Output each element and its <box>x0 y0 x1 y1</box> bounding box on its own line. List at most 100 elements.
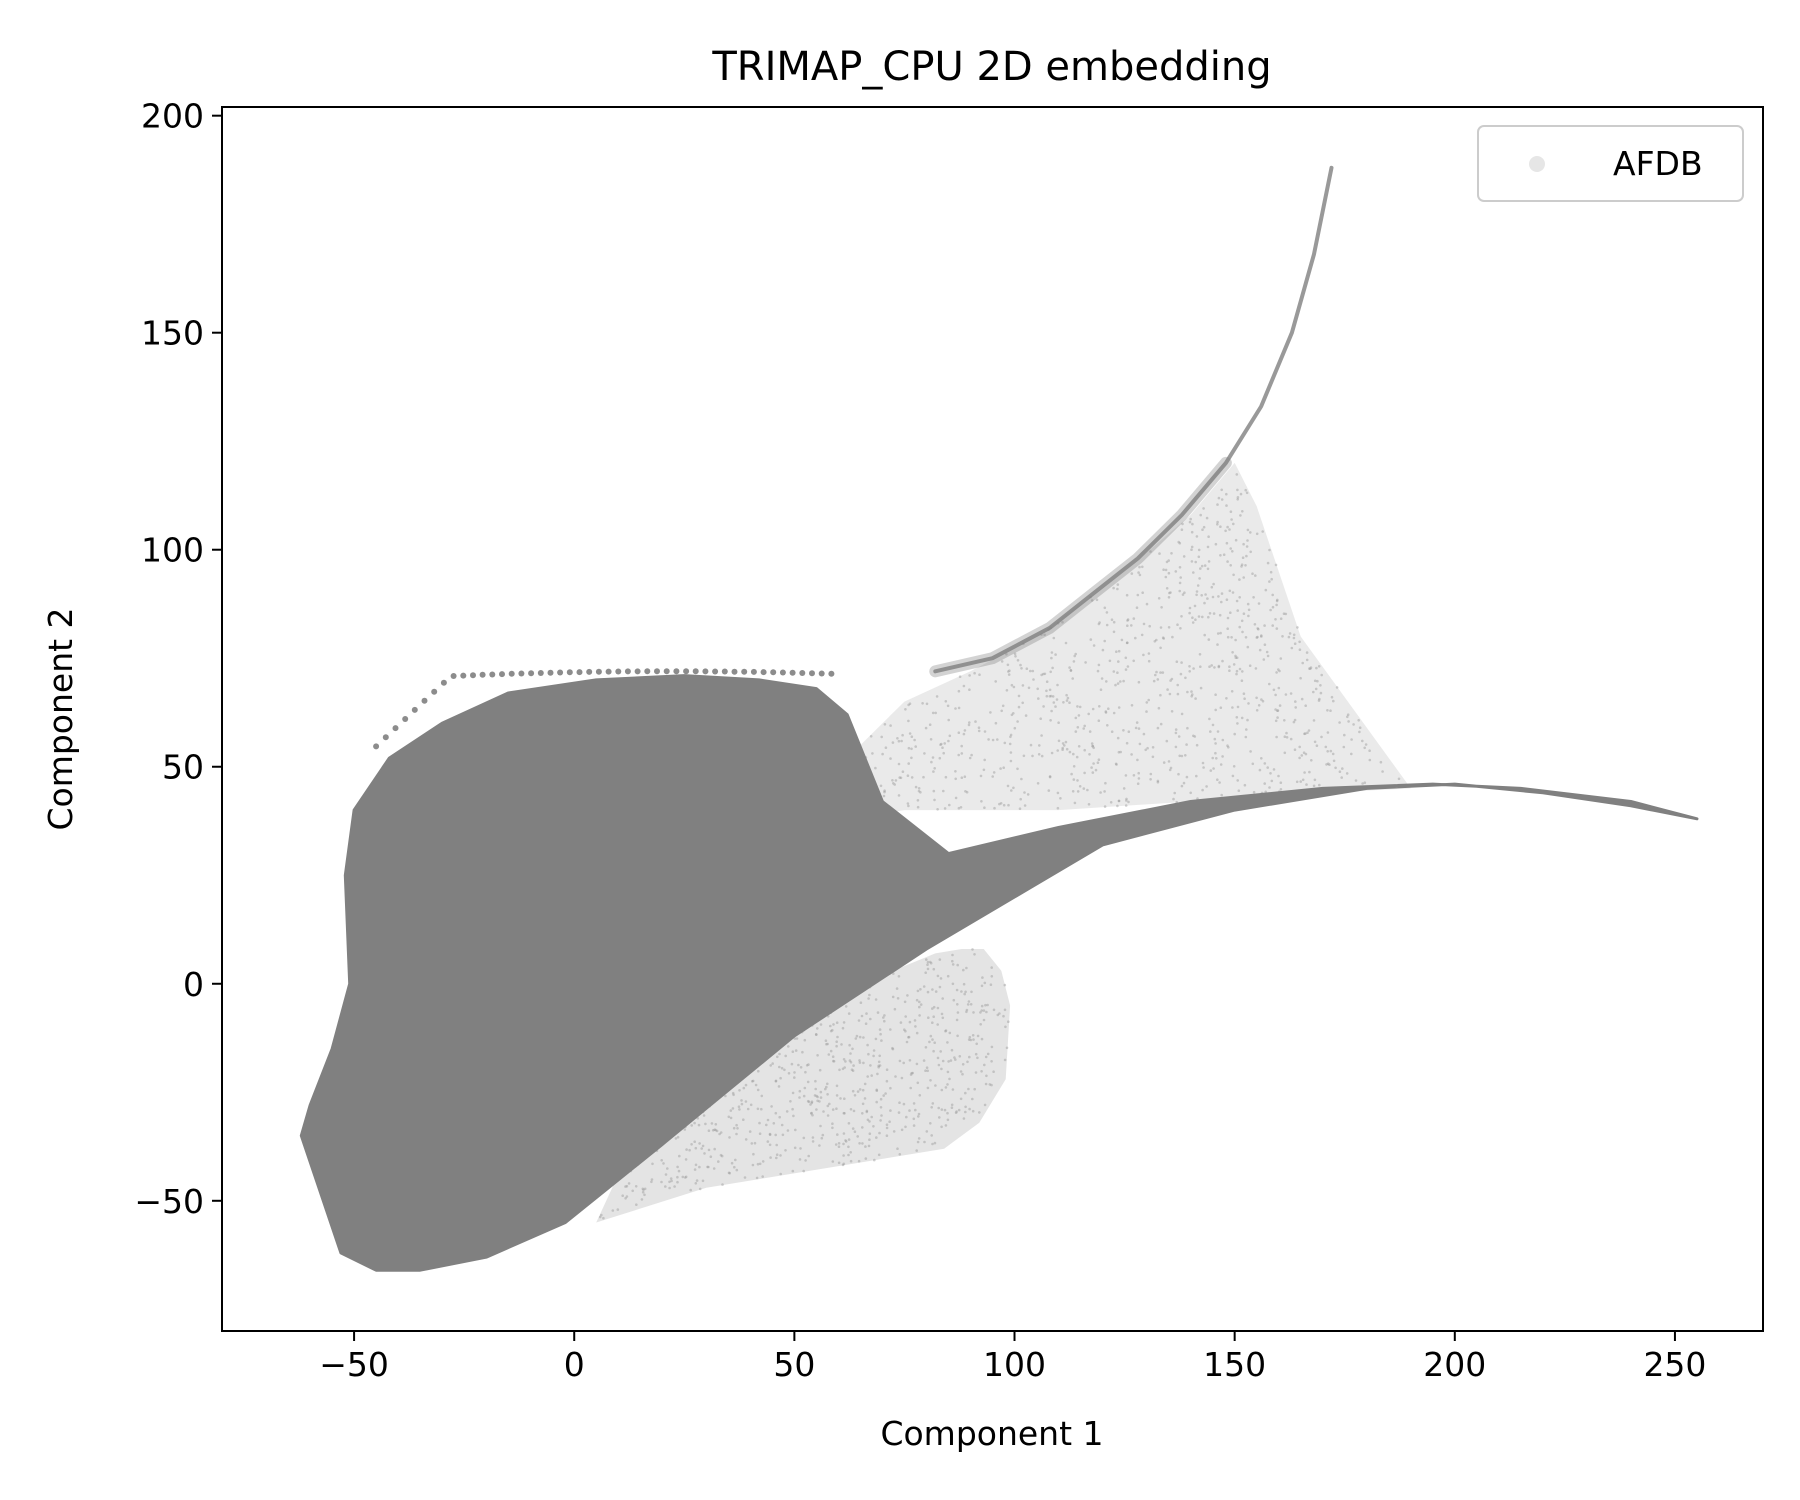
scatter-point <box>1251 762 1255 766</box>
scatter-point <box>1346 713 1350 716</box>
scatter-point <box>816 1095 819 1099</box>
scatter-point <box>957 1108 961 1112</box>
scatter-point <box>913 1019 917 1022</box>
scatter-point <box>967 1000 971 1003</box>
scatter-point <box>1051 695 1055 698</box>
scatter-point <box>1071 677 1074 680</box>
scatter-point <box>868 1138 871 1141</box>
scatter-point <box>810 1111 813 1115</box>
scatter-point <box>998 802 1001 806</box>
scatter-point <box>1304 752 1308 756</box>
scatter-point <box>940 1125 943 1129</box>
scatter-point <box>698 1165 701 1169</box>
scatter-point <box>774 1133 777 1137</box>
scatter-point <box>714 1123 718 1126</box>
scatter-point <box>1240 679 1244 682</box>
scatter-point <box>1014 655 1017 658</box>
scatter-point <box>875 1100 878 1104</box>
scatter-point <box>915 1062 919 1066</box>
scatter-point <box>1147 659 1151 663</box>
scatter-point <box>915 1149 918 1152</box>
scatter-point <box>968 721 971 724</box>
scatter-point <box>801 1050 804 1054</box>
scatter-point <box>891 995 895 999</box>
scatter-point <box>982 768 986 772</box>
scatter-point <box>1064 740 1068 744</box>
scatter-point <box>861 1126 864 1129</box>
scatter-point <box>1235 716 1239 719</box>
scatter-point <box>1316 679 1319 683</box>
scatter-point <box>1230 690 1234 693</box>
scatter-point <box>842 1132 846 1135</box>
scatter-point <box>769 1064 772 1067</box>
scatter-point <box>908 1109 911 1112</box>
scatter-point <box>877 1060 881 1064</box>
scatter-point <box>537 670 544 676</box>
scatter-point <box>907 1035 911 1039</box>
scatter-point <box>919 791 922 794</box>
scatter-point <box>1207 560 1211 563</box>
scatter-point <box>1017 705 1021 709</box>
scatter-point <box>858 1059 861 1062</box>
scatter-point <box>1092 644 1096 647</box>
scatter-point <box>1155 638 1158 642</box>
legend-marker <box>1529 156 1545 172</box>
scatter-point <box>1031 669 1035 673</box>
scatter-point <box>666 1167 669 1170</box>
scatter-point <box>775 1153 779 1156</box>
scatter-point <box>1126 665 1130 668</box>
scatter-point <box>946 974 950 978</box>
scatter-point <box>1076 779 1079 782</box>
scatter-point <box>879 1106 883 1109</box>
scatter-point <box>1065 693 1068 697</box>
scatter-point <box>1200 594 1203 597</box>
scatter-point <box>695 1179 699 1182</box>
scatter-point <box>897 739 901 743</box>
scatter-point <box>750 1142 754 1145</box>
scatter-point <box>489 671 496 678</box>
scatter-point <box>1363 746 1366 750</box>
scatter-point <box>1126 641 1129 644</box>
scatter-point <box>1029 743 1033 747</box>
scatter-point <box>966 1003 970 1006</box>
scatter-point <box>1134 636 1137 640</box>
scatter-point <box>1318 783 1321 787</box>
scatter-point <box>1156 780 1160 784</box>
scatter-point <box>1110 618 1114 621</box>
scatter-point <box>1195 593 1198 597</box>
scatter-point <box>896 1147 899 1150</box>
scatter-point <box>1007 1020 1010 1023</box>
scatter-point <box>842 1154 845 1157</box>
scatter-point <box>1072 765 1076 768</box>
scatter-point <box>879 784 883 788</box>
scatter-point <box>1216 523 1219 526</box>
scatter-point <box>866 1118 870 1122</box>
scatter-point <box>1142 732 1146 736</box>
scatter-point <box>1138 742 1142 746</box>
scatter-point <box>1340 776 1343 779</box>
scatter-point <box>929 1079 932 1082</box>
scatter-point <box>974 1052 978 1056</box>
scatter-point <box>662 1162 665 1165</box>
scatter-point <box>991 775 994 778</box>
scatter-point <box>1279 781 1283 784</box>
scatter-point <box>1117 799 1121 803</box>
scatter-point <box>1219 554 1222 557</box>
scatter-point <box>602 1216 605 1220</box>
scatter-point <box>1202 525 1206 529</box>
scatter-point <box>954 707 957 710</box>
scatter-point <box>931 711 935 715</box>
scatter-point <box>1189 791 1192 795</box>
scatter-point <box>1279 617 1283 620</box>
scatter-point <box>925 958 928 961</box>
upper-arm-trace <box>933 165 1334 674</box>
scatter-point <box>1231 774 1235 778</box>
scatter-point <box>837 1145 841 1148</box>
scatter-point <box>862 1036 865 1039</box>
scatter-point <box>431 688 438 695</box>
scatter-point <box>979 1023 982 1026</box>
scatter-point <box>1258 768 1262 772</box>
scatter-point <box>1251 572 1254 575</box>
scatter-point <box>1293 748 1297 751</box>
scatter-point <box>702 668 709 675</box>
